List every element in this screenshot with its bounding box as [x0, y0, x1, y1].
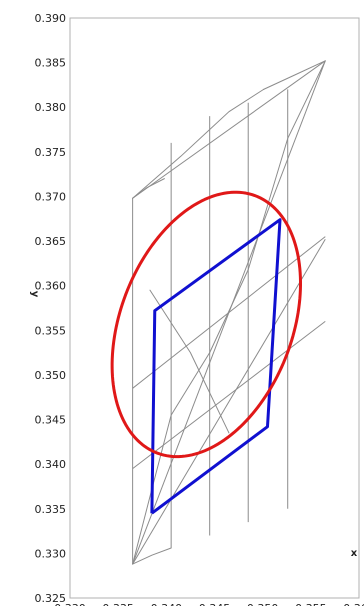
x-tick-label: 0.360 [343, 602, 364, 606]
mesh-guide-7 [132, 236, 326, 389]
y-tick-label: 0.325 [35, 592, 67, 605]
y-tick-label: 0.375 [35, 146, 67, 159]
y-tick-label: 0.350 [35, 369, 67, 382]
mesh-line-2 [149, 289, 230, 434]
y-tick-label: 0.360 [35, 280, 67, 293]
y-tick-label: 0.390 [35, 12, 67, 25]
red-ellipse [110, 190, 302, 459]
mesh-line-6 [263, 60, 326, 90]
y-tick-label: 0.380 [35, 101, 67, 114]
mesh-guide-8 [132, 320, 326, 470]
y-axis-title: y [29, 291, 40, 298]
x-tick-label: 0.350 [247, 602, 279, 606]
y-tick-label: 0.330 [35, 547, 67, 560]
y-tick-label: 0.365 [35, 235, 67, 248]
y-tick-label: 0.355 [35, 324, 67, 337]
plot-frame [69, 17, 360, 599]
y-tick-label: 0.340 [35, 458, 67, 471]
x-axis-title: x [351, 548, 358, 559]
x-tick-label: 0.335 [102, 602, 134, 606]
mesh-guide-2 [132, 239, 326, 565]
mesh-line-1 [132, 547, 172, 565]
x-tick-label: 0.355 [295, 602, 327, 606]
y-tick-label: 0.345 [35, 414, 67, 427]
y-tick-label: 0.385 [35, 57, 67, 70]
y-tick-label: 0.370 [35, 190, 67, 203]
mesh-line-5 [132, 88, 265, 199]
x-tick-label: 0.345 [199, 602, 231, 606]
x-tick-label: 0.330 [54, 602, 86, 606]
x-tick-label: 0.340 [151, 602, 183, 606]
y-tick-label: 0.335 [35, 503, 67, 516]
blue-quadrilateral [150, 218, 282, 515]
mesh-guide-1 [132, 60, 326, 199]
